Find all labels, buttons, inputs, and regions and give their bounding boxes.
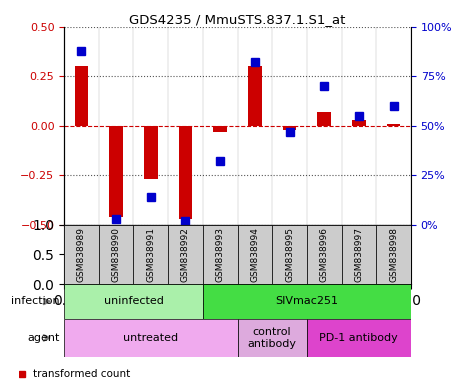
Text: GSM838998: GSM838998 <box>389 227 398 282</box>
Bar <box>64 225 99 284</box>
Bar <box>283 126 296 130</box>
Text: transformed count: transformed count <box>33 369 131 379</box>
Bar <box>387 124 400 126</box>
Text: infection: infection <box>11 296 59 306</box>
Bar <box>307 225 342 284</box>
Text: PD-1 antibody: PD-1 antibody <box>320 333 398 343</box>
Bar <box>109 126 123 217</box>
Text: GSM838995: GSM838995 <box>285 227 294 282</box>
Bar <box>203 225 238 284</box>
Bar <box>307 319 411 357</box>
Bar <box>238 319 307 357</box>
Text: GSM838989: GSM838989 <box>77 227 86 282</box>
Text: GSM838997: GSM838997 <box>354 227 363 282</box>
Text: uninfected: uninfected <box>104 296 163 306</box>
Bar <box>342 225 376 284</box>
Text: agent: agent <box>27 333 59 343</box>
Text: untreated: untreated <box>123 333 179 343</box>
Bar <box>238 225 272 284</box>
Bar <box>213 126 227 132</box>
Text: control
antibody: control antibody <box>247 327 297 349</box>
Bar <box>272 225 307 284</box>
Title: GDS4235 / MmuSTS.837.1.S1_at: GDS4235 / MmuSTS.837.1.S1_at <box>129 13 346 26</box>
Bar <box>317 112 331 126</box>
Bar <box>248 66 262 126</box>
Text: GSM838990: GSM838990 <box>112 227 121 282</box>
Bar <box>203 284 411 319</box>
Text: GSM838992: GSM838992 <box>181 227 190 282</box>
Text: GSM838996: GSM838996 <box>320 227 329 282</box>
Bar <box>144 126 158 179</box>
Text: GSM838994: GSM838994 <box>250 227 259 282</box>
Bar <box>376 225 411 284</box>
Bar <box>64 319 238 357</box>
Bar <box>75 66 88 126</box>
Text: SIVmac251: SIVmac251 <box>276 296 338 306</box>
Bar <box>133 225 168 284</box>
Bar <box>168 225 203 284</box>
Text: GSM838991: GSM838991 <box>146 227 155 282</box>
Bar <box>179 126 192 219</box>
Bar <box>99 225 133 284</box>
Bar <box>352 120 366 126</box>
Bar <box>64 284 203 319</box>
Text: GSM838993: GSM838993 <box>216 227 225 282</box>
